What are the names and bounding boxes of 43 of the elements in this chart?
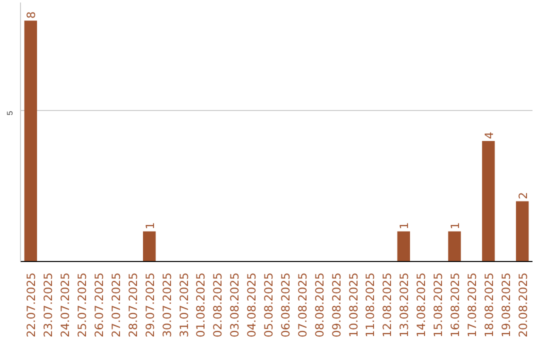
x-tick-label: 12.08.2025	[380, 272, 394, 338]
bar	[397, 231, 410, 262]
x-tick-label: 13.08.2025	[397, 272, 412, 338]
x-tick-label: 02.08.2025	[210, 272, 225, 338]
x-tick-label: 22.07.2025	[24, 272, 38, 338]
x-tick-label: 06.08.2025	[278, 272, 292, 338]
data-label: 1	[397, 222, 412, 230]
x-tick-label: 29.07.2025	[142, 272, 157, 338]
x-tick-label: 11.08.2025	[363, 272, 378, 338]
x-tick-label: 26.07.2025	[92, 272, 106, 338]
x-tick-label: 03.08.2025	[228, 272, 242, 338]
x-tick-label: 31.07.2025	[176, 272, 191, 338]
x-tick-label: 28.07.2025	[126, 272, 140, 338]
x-tick-label: 27.07.2025	[108, 272, 123, 338]
x-tick-label: 07.08.2025	[295, 272, 310, 338]
y-tick-label: 5	[6, 110, 14, 116]
x-tick-label: 25.07.2025	[75, 272, 90, 338]
x-tick-label: 19.08.2025	[498, 272, 513, 338]
bar	[516, 201, 529, 262]
x-tick-label: 24.07.2025	[58, 272, 72, 338]
data-label: 2	[516, 192, 530, 200]
x-tick-label: 10.08.2025	[346, 272, 360, 338]
x-tick-label: 09.08.2025	[329, 272, 344, 338]
x-tick-label: 18.08.2025	[482, 272, 496, 338]
x-tick-label: 17.08.2025	[464, 272, 479, 338]
data-label: 1	[142, 222, 157, 230]
x-tick-label: 01.08.2025	[194, 272, 208, 338]
x-tick-label: 14.08.2025	[414, 272, 428, 338]
data-label: 4	[482, 132, 496, 140]
x-tick-label: 05.08.2025	[262, 272, 276, 338]
data-label: 1	[448, 222, 462, 230]
x-tick-label: 30.07.2025	[160, 272, 174, 338]
x-tick-label: 16.08.2025	[448, 272, 462, 338]
bar	[24, 20, 38, 262]
bar	[448, 231, 461, 262]
data-label: 8	[24, 11, 38, 19]
x-tick-label: 04.08.2025	[244, 272, 259, 338]
bar	[482, 141, 495, 262]
x-tick-label: 23.07.2025	[41, 272, 56, 338]
x-tick-label: 15.08.2025	[431, 272, 446, 338]
bar	[142, 231, 156, 262]
x-tick-label: 08.08.2025	[312, 272, 326, 338]
x-tick-label: 20.08.2025	[516, 272, 530, 338]
